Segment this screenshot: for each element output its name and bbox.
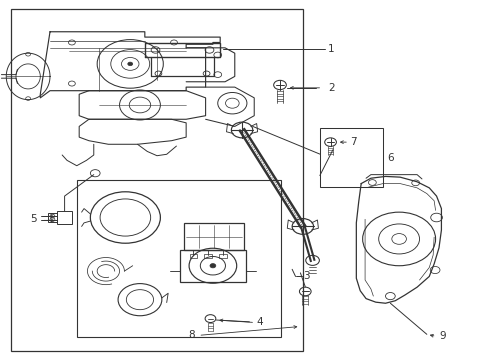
- Circle shape: [209, 264, 215, 268]
- Bar: [180, 250, 245, 282]
- Circle shape: [391, 234, 406, 244]
- Circle shape: [127, 62, 132, 66]
- Bar: [183, 223, 244, 250]
- Text: 6: 6: [386, 153, 393, 163]
- Text: 4: 4: [256, 317, 262, 327]
- Text: 1: 1: [327, 44, 334, 54]
- Text: 2: 2: [327, 83, 334, 93]
- Bar: [203, 254, 211, 258]
- Text: 9: 9: [438, 332, 445, 342]
- Bar: [47, 213, 57, 222]
- Bar: [77, 180, 281, 337]
- Text: 5: 5: [30, 213, 36, 224]
- Text: 8: 8: [188, 330, 195, 341]
- Bar: [11, 9, 302, 351]
- Bar: [189, 254, 197, 258]
- Text: 7: 7: [350, 137, 356, 147]
- Bar: [57, 211, 72, 224]
- Bar: [319, 128, 382, 187]
- Bar: [218, 254, 226, 258]
- Text: 3: 3: [303, 271, 309, 282]
